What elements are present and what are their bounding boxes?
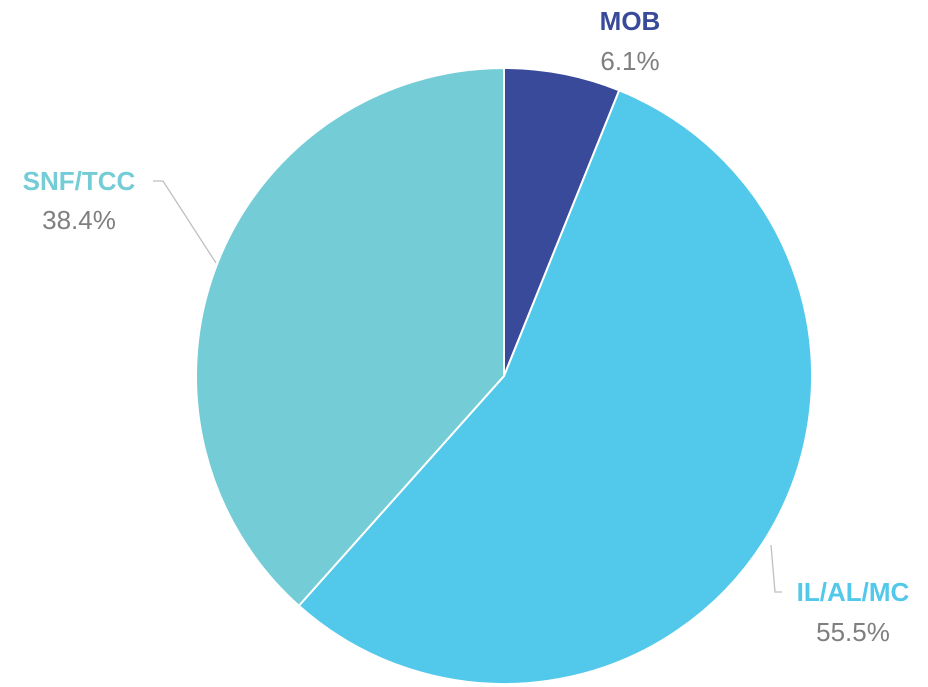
leader-lines bbox=[153, 180, 782, 593]
slice-label-il-al-mc: IL/AL/MC bbox=[797, 577, 910, 607]
slice-value-il-al-mc: 55.5% bbox=[816, 617, 890, 647]
slice-value-mob: 6.1% bbox=[600, 46, 659, 76]
pie-slice-snf-tcc bbox=[195, 67, 505, 607]
slice-labels: MOB 6.1% IL/AL/MC 55.5% SNF/TCC 38.4% bbox=[23, 6, 910, 647]
slice-label-mob: MOB bbox=[600, 6, 661, 36]
pie-slices bbox=[195, 67, 813, 685]
pie-slice-il-al-mc bbox=[297, 89, 813, 685]
pie-slice-mob bbox=[503, 67, 621, 377]
slice-value-snf-tcc: 38.4% bbox=[42, 205, 116, 235]
leader-line-snf-tcc bbox=[153, 180, 217, 264]
leader-line-il-al-mc bbox=[770, 544, 782, 593]
slice-label-snf-tcc: SNF/TCC bbox=[23, 166, 136, 196]
